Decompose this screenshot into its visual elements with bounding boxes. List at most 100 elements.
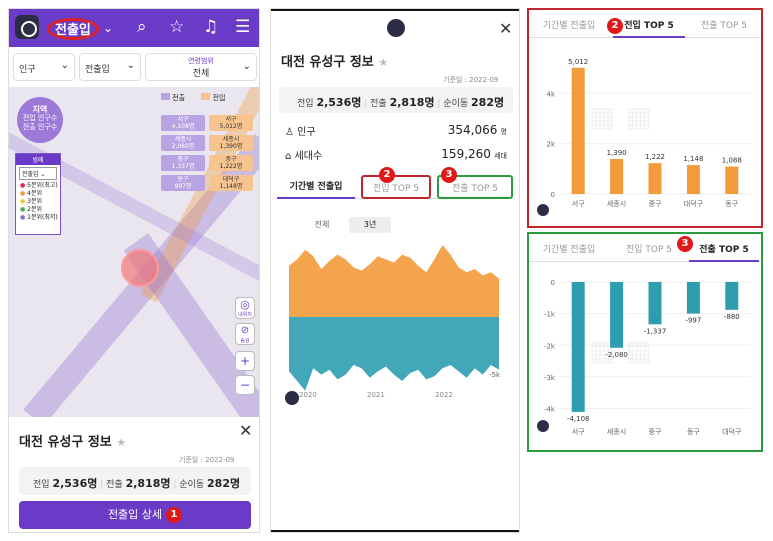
tab-period[interactable]: 기간별 전출입 (542, 245, 596, 255)
bell-icon[interactable]: ♫ (203, 17, 219, 37)
x-tick-label: 동구 (725, 200, 738, 208)
population-select[interactable]: 인구 ⌄ (13, 53, 75, 81)
range-3y-button[interactable]: 3년 (349, 217, 391, 233)
legend-dot: ● (20, 206, 28, 213)
x-tick-label: 서구 (572, 199, 585, 208)
data-label: 5,012 (568, 58, 588, 66)
zoom-in-button[interactable]: + (235, 351, 255, 371)
x-tick-label: 서구 (572, 427, 585, 436)
bar (686, 165, 700, 194)
menu-title[interactable]: 전출입 (55, 23, 91, 38)
out-label: 전출 (106, 480, 123, 490)
inflow-tag-region: 세종시 (222, 136, 240, 143)
in-label: 전입 (33, 480, 50, 490)
out-label: 전출 (370, 99, 387, 109)
chevron-down-icon[interactable]: ⌄ (103, 21, 114, 35)
region-map[interactable]: 지역 전입 인구수 전출 인구수 범례 전출입 ⌄ ● 5분위(최고) ● 4분위… (9, 87, 259, 417)
highlight-ellipse (47, 18, 99, 40)
close-icon[interactable]: ✕ (499, 19, 513, 38)
data-label: -997 (685, 317, 701, 325)
outflow-tag: 동구 997명 (161, 175, 205, 191)
tab-outflow-top5[interactable]: 전출 TOP 5 (689, 238, 759, 262)
legend-title: 범례 (16, 154, 60, 165)
chevron-down-icon: ⌄ (242, 61, 251, 72)
detail-screen: ✕ 대전 유성구 정보 ★ 기준일 : 2022-09 전입 2,536명 | … (270, 8, 520, 533)
house-icon: ⌂ (285, 151, 292, 162)
tab-period[interactable]: 기간별 전출입 (277, 175, 355, 199)
outflow-tag: 서구 4,108명 (161, 115, 205, 131)
x-tick-label: 2020 (299, 391, 317, 399)
watermark: ▦ ▦ (589, 100, 652, 133)
x-tick-label: 동구 (687, 428, 700, 436)
step-badge: 2 (607, 18, 623, 34)
card-title-text: 대전 유성구 정보 (19, 435, 112, 450)
region-bubble-title: 지역 (32, 105, 48, 114)
hide-button[interactable]: ⊘ 숨김 (235, 323, 255, 345)
legend-select[interactable]: 전출입 ⌄ (19, 167, 57, 180)
menu-icon[interactable]: ☰ (235, 17, 251, 37)
search-icon[interactable]: ⌕ (137, 17, 147, 37)
inflow-tag-region: 중구 (225, 156, 237, 163)
y-tick-label: 2k (546, 141, 555, 149)
target-icon: ◎ (240, 298, 250, 311)
outflow-tag-value: 2,080명 (171, 143, 195, 150)
outflow-tag-value: 1,337명 (171, 163, 195, 170)
x-tick-label: 중구 (649, 428, 662, 436)
yuseong-marker[interactable] (121, 249, 159, 287)
legend-out-label: 전출 (172, 94, 186, 102)
zoom-out-button[interactable]: − (235, 375, 255, 395)
out-value: 2,818명 (389, 96, 435, 109)
inflow-tag-value: 1,148명 (219, 183, 243, 190)
tab-inflow-top5[interactable]: 전입 TOP 5 (625, 245, 673, 255)
reference-date: 기준일 : 2022-09 (443, 76, 499, 84)
close-icon[interactable]: ✕ (239, 421, 253, 440)
legend-dot: ● (20, 198, 28, 205)
inout-summary: 전입 2,536명 | 전출 2,818명 | 순이동 282명 (279, 87, 513, 113)
tab-period[interactable]: 기간별 전출입 (542, 21, 596, 31)
household-row: ⌂ 세대수 159,260 세대 (285, 147, 507, 162)
tab-inflow-top5[interactable]: 전입 TOP 5 (613, 14, 685, 38)
inflow-tag: 중구 1,222명 (209, 155, 253, 171)
in-label: 전입 (297, 99, 314, 109)
outflow-tag-region: 동구 (177, 176, 189, 183)
my-location-button[interactable]: ◎ 내위치 (235, 297, 255, 319)
x-tick-label: 2022 (435, 391, 453, 399)
star-icon[interactable]: ☆ (169, 17, 185, 37)
inflow-tag-value: 5,012명 (219, 123, 243, 130)
tab-outflow-top5[interactable]: 전출 TOP 5 (437, 175, 513, 199)
age-range-select[interactable]: 연령범위 전체 ⌄ (145, 53, 257, 81)
tab-outflow-top5[interactable]: 전출 TOP 5 (700, 21, 748, 31)
inout-select[interactable]: 전출입 ⌄ (79, 53, 141, 81)
data-label: -4,108 (567, 415, 590, 423)
bar (725, 166, 739, 194)
range-all-button[interactable]: 전체 (314, 220, 330, 229)
inout-detail-button[interactable]: 전출입 상세 (19, 501, 251, 529)
y-tick-label: -2k (544, 342, 556, 350)
inflow-tag-value: 1,222명 (219, 163, 243, 170)
legend-item: ● 4분위 (16, 190, 60, 198)
chevron-down-icon: ⌄ (126, 60, 135, 71)
population-label: 인구 (297, 127, 316, 138)
home-logo-icon[interactable] (15, 15, 39, 39)
data-label: 1,088 (722, 157, 742, 165)
inflow-top5-panel: 기간별 전출입 전입 TOP 5 전출 TOP 5 2 ▦ ▦ 0 2k 4k 5,0… (527, 8, 763, 228)
detail-title-text: 대전 유성구 정보 (281, 55, 374, 70)
bar (725, 282, 739, 310)
x-tick-label: 세종시 (607, 199, 626, 208)
app-header: 전출입 ⌄ ⌕ ☆ ♫ ☰ (9, 9, 259, 47)
bar (571, 282, 585, 412)
y-tick-label: 4k (546, 90, 555, 98)
x-tick-label: 대덕구 (684, 199, 704, 208)
legend-in-label: 전입 (212, 94, 226, 102)
home-logo-icon[interactable] (387, 19, 405, 37)
region-bubble-line2: 전출 인구수 (22, 123, 58, 131)
star-icon[interactable]: ★ (378, 56, 389, 69)
data-label: 1,148 (683, 155, 703, 163)
tab-inflow-top5[interactable]: 전입 TOP 5 (361, 175, 431, 199)
inflow-tag: 세종시 1,390명 (209, 135, 253, 151)
age-range-value: 전체 (192, 69, 210, 79)
y-tick-label: -1k (544, 311, 556, 319)
bar (648, 163, 662, 194)
inout-select-label: 전출입 (85, 65, 110, 75)
star-icon[interactable]: ★ (116, 436, 127, 449)
